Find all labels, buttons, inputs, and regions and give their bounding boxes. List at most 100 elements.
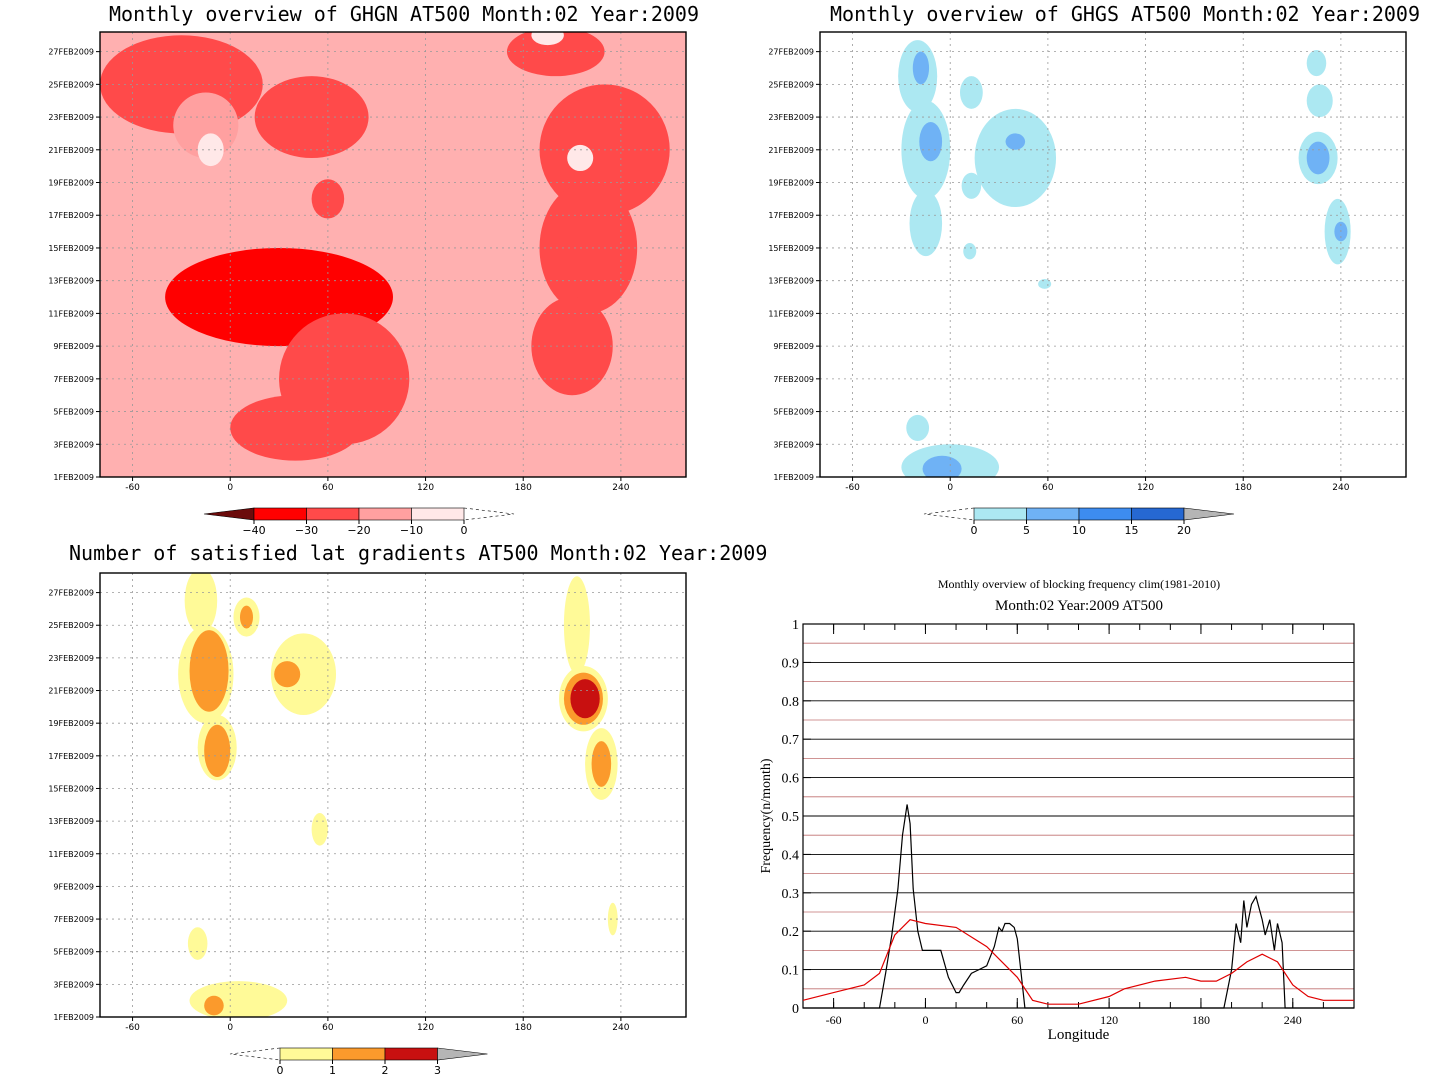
contour-blob: [531, 32, 564, 46]
colorbar-segment: [306, 507, 360, 521]
panel-title: Monthly overview of GHGN AT500 Month:02 …: [109, 2, 700, 26]
x-tick-label: 240: [612, 1023, 629, 1033]
contour-blob: [197, 133, 224, 167]
y-tick-label: 15FEB2009: [48, 784, 94, 793]
contour-blob: [563, 576, 590, 675]
y-tick-label: 9FEB2009: [53, 882, 94, 891]
y-tick-label: 11FEB2009: [48, 309, 94, 318]
y-tick-label: 9FEB2009: [773, 342, 814, 351]
contour-blob: [173, 92, 239, 158]
contour-blob: [912, 51, 930, 85]
y-tick-label: 3FEB2009: [773, 440, 814, 449]
x-tick-label: 60: [322, 483, 334, 493]
y-tick-label: 19FEB2009: [48, 719, 94, 728]
y-tick-label: 17FEB2009: [48, 211, 94, 220]
contour-blob: [906, 414, 930, 442]
contour-blob: [961, 172, 982, 199]
x-tick-label: 180: [515, 483, 532, 493]
x-tick-label: 120: [1137, 483, 1154, 493]
colorbar-segment: [384, 1047, 438, 1061]
x-tick-label: 240: [612, 483, 629, 493]
y-tick-label: 0.5: [782, 810, 800, 825]
y-tick-label: 5FEB2009: [53, 408, 94, 417]
colorbar-segment: [358, 507, 412, 521]
colorbar-label: 3: [434, 1064, 441, 1077]
y-tick-label: 23FEB2009: [48, 113, 94, 122]
colorbar-label: 1: [329, 1064, 336, 1077]
colorbar-label: 2: [382, 1064, 389, 1077]
contour-blob: [1005, 133, 1026, 150]
y-tick-label: 13FEB2009: [48, 817, 94, 826]
y-tick-label: 5FEB2009: [773, 408, 814, 417]
y-tick-label: 15FEB2009: [768, 244, 814, 253]
colorbar-label: 15: [1125, 524, 1139, 537]
colorbar-label: 0: [277, 1064, 284, 1077]
y-tick-label: 19FEB2009: [48, 179, 94, 188]
colorbar-triangle: [203, 507, 255, 521]
contour-fills: [178, 573, 618, 1017]
colorbar-label: 0: [461, 524, 468, 537]
x-tick-label: 60: [322, 1023, 334, 1033]
colorbar-segment: [1078, 507, 1132, 521]
colorbar-label: 10: [1072, 524, 1086, 537]
contour-blob: [1306, 84, 1333, 118]
y-tick-label: 23FEB2009: [48, 654, 94, 663]
y-tick-label: 13FEB2009: [768, 277, 814, 286]
colorbar-segment: [332, 1047, 386, 1061]
y-tick-label: 27FEB2009: [48, 48, 94, 57]
contour-blob: [184, 573, 218, 634]
contour-blob: [591, 741, 612, 787]
x-tick-label: 0: [227, 1023, 233, 1033]
colorbar-ghgn: −40 −30 −20 −10 0: [203, 507, 515, 537]
contour-blob: [204, 724, 231, 778]
contour-blob: [506, 32, 605, 77]
contour-blob: [270, 633, 337, 716]
series-line-black: [803, 804, 1354, 1009]
y-tick-label: 25FEB2009: [768, 80, 814, 89]
contour-blob: [189, 630, 229, 712]
heatmap-lat-gradients: -60 0 60 120 180 240 1FEB2009 3FEB2009 5FEB2009 7…: [48, 572, 687, 1033]
contour-blob: [274, 661, 301, 688]
y-tick-label: 0.6: [782, 772, 800, 787]
y-tick-label: 27FEB2009: [768, 48, 814, 57]
series-line-red: [802, 919, 1354, 1005]
x-tick-label: 180: [1192, 1013, 1210, 1027]
colorbar-segment: [279, 1047, 333, 1061]
x-tick-label: 120: [1100, 1013, 1118, 1027]
colorbar-segment: [1026, 507, 1080, 521]
colorbar-label: −30: [295, 524, 318, 537]
x-tick-label: 0: [227, 483, 233, 493]
x-tick-label: 60: [1042, 483, 1054, 493]
colorbar-label: 5: [1023, 524, 1030, 537]
x-tick-label: 240: [1332, 483, 1349, 493]
y-tick-label: 11FEB2009: [48, 850, 94, 859]
panel-title: Number of satisfied lat gradients AT500 …: [69, 541, 768, 565]
y-tick-label: 0: [792, 1002, 799, 1017]
colorbar-triangle: [923, 507, 975, 521]
y-tick-label: 1FEB2009: [53, 1013, 94, 1022]
x-tick-label: -60: [125, 483, 140, 493]
y-tick-label: 21FEB2009: [48, 687, 94, 696]
y-tick-label: 25FEB2009: [48, 621, 94, 630]
colorbar-label: −20: [347, 524, 370, 537]
contour-blob: [909, 190, 943, 257]
contour-blob: [1038, 279, 1052, 289]
contour-blob: [204, 995, 224, 1016]
y-tick-label: 25FEB2009: [48, 80, 94, 89]
y-tick-label: 1: [792, 618, 799, 633]
x-tick-label: -60: [125, 1023, 140, 1033]
colorbar-label: 20: [1177, 524, 1191, 537]
heatmap-ghgs: -60 0 60 120 180 240 1FEB2009 3FEB2009 5FEB2009 7…: [768, 31, 1407, 493]
x-tick-label: 120: [417, 483, 434, 493]
y-tick-label: 21FEB2009: [768, 146, 814, 155]
y-tick-label: 5FEB2009: [53, 948, 94, 957]
contour-blob: [1306, 49, 1327, 77]
colorbar-triangle: [229, 1047, 281, 1061]
freq-chart-subtitle: Month:02 Year:2009 AT500: [995, 598, 1163, 614]
contour-blob: [922, 455, 962, 477]
panel-title: Monthly overview of GHGS AT500 Month:02 …: [830, 2, 1421, 26]
y-tick-label: 9FEB2009: [53, 342, 94, 351]
colorbar-triangle: [437, 1047, 488, 1061]
x-axis-label: Longitude: [1048, 1027, 1110, 1043]
y-tick-label: 0.2: [782, 925, 800, 940]
